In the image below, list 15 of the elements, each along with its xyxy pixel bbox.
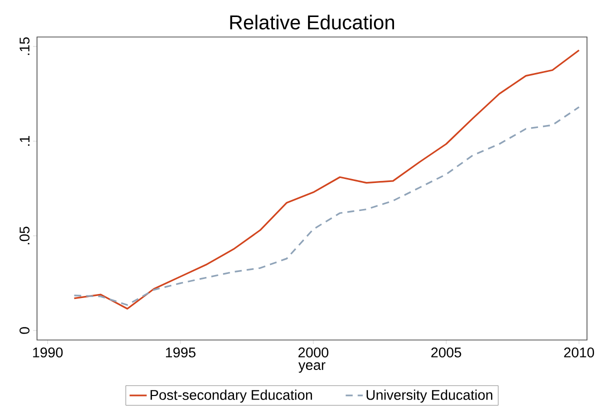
- line-series: [73, 106, 580, 306]
- y-tick-label: .15: [20, 37, 30, 55]
- chart-title: Relative Education: [230, 14, 394, 30]
- y-tick-label: 0: [20, 327, 30, 334]
- x-tick-label: 1995: [166, 348, 196, 358]
- x-tick-label: 1990: [33, 348, 63, 358]
- x-tick-label: 2010: [564, 348, 594, 358]
- y-tick-label: .05: [20, 226, 30, 244]
- x-tick-label: 2005: [431, 348, 462, 358]
- x-tick-label: 2000: [298, 348, 328, 358]
- legend-label: Post-secondary Education: [150, 390, 312, 403]
- x-axis-title: year: [298, 362, 326, 373]
- legend-label: University Education: [366, 390, 492, 403]
- line-series: [73, 49, 580, 310]
- y-tick-label: .1: [20, 136, 30, 146]
